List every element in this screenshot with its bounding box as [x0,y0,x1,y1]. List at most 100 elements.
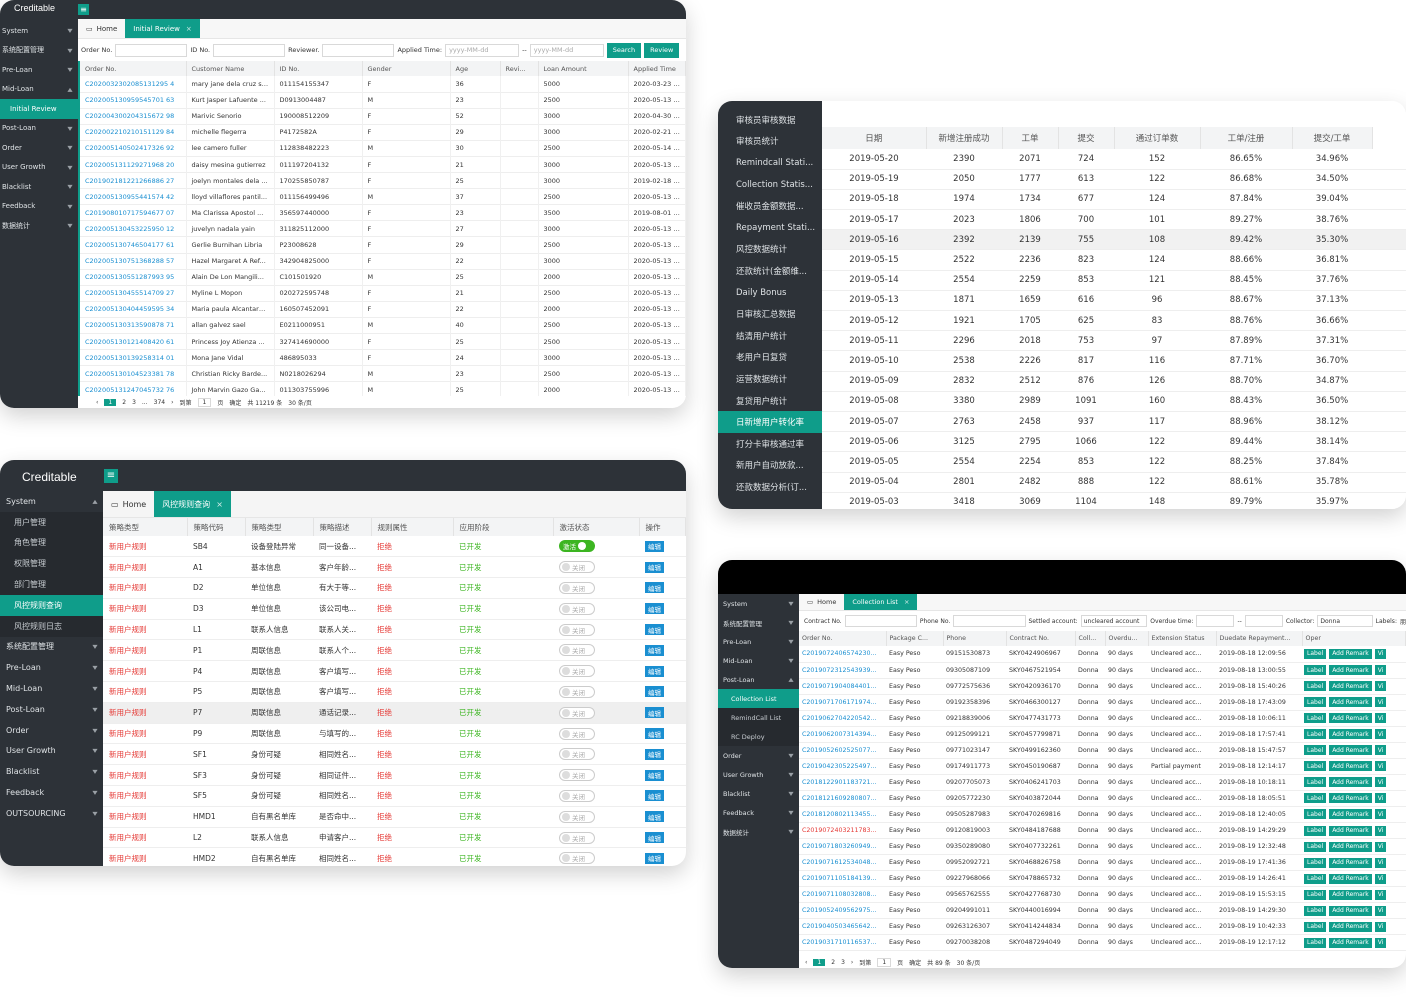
table-row[interactable]: C2019062704220542... Easy Peso 09218839006… [799,710,1406,727]
table-row[interactable]: 新用户规则 HMD1 自有黑名单库 是否命中... 拒绝 已开发 关闭 编辑 [103,806,686,828]
order-link[interactable]: C2019052602525077... [802,746,877,754]
column-header[interactable]: Customer Name [186,61,275,76]
order-link[interactable]: C202005130139258314 01 [80,349,187,366]
id-no-input[interactable] [213,43,286,57]
label-button[interactable]: Label [1304,825,1327,836]
sidebar-item-collection-list[interactable]: Collection List [718,689,799,708]
column-header[interactable]: Phone [943,631,1007,646]
table-row[interactable]: 新用户规则 A1 基本信息 客户年龄... 拒绝 已开发 关闭 编辑 [103,557,686,578]
label-button[interactable]: Label [1304,729,1327,740]
table-row[interactable]: C2019062007314394... Easy Peso 09125099121… [799,726,1406,743]
order-link[interactable]: C2019072403211783... [802,827,877,835]
edit-button[interactable]: 编辑 [645,624,664,636]
table-row[interactable]: C202005130121408420 61 Princess Joy Atien… [80,333,686,350]
column-header[interactable]: Order No. [799,631,887,646]
order-link[interactable]: C201902181221266886 27 [80,172,187,189]
stats-menu-item[interactable]: 审核员审核数据 [736,115,796,126]
next-page-icon[interactable]: › [850,958,854,966]
sidebar-item-order[interactable]: Order ▾ [6,725,98,735]
reviewer-input[interactable] [322,43,395,57]
column-header[interactable]: Package C... [886,631,944,646]
label-button[interactable]: Label [1304,937,1327,948]
order-link[interactable]: C2018122901183721... [802,778,877,786]
column-header[interactable]: Coll... [1075,631,1106,646]
label-button[interactable]: Label [1304,921,1327,932]
label-button[interactable]: Label [1304,841,1327,852]
table-row[interactable]: C202002210210151129 84 michelle flegerra P… [80,124,686,141]
tab-collection-list[interactable]: Collection List × [844,594,918,610]
table-row[interactable]: C202005140502417326 92 lee camero fuller 1… [80,140,686,157]
stats-menu-item[interactable]: 还款统计(金额维... [736,266,807,277]
column-header[interactable]: 工单/注册 [1200,127,1293,149]
add-remark-button[interactable]: Add Remark [1329,841,1372,852]
confirm-button[interactable]: 确定 [229,399,242,407]
activation-toggle[interactable]: 关闭 [559,748,595,761]
sidebar-item-mid-loan[interactable]: Mid-Loan ▾ [723,656,794,665]
stats-menu-item[interactable]: 风控数据统计 [736,245,788,256]
stats-menu-item[interactable]: 审核员统计 [736,137,779,148]
label-button[interactable]: Label [1304,777,1327,788]
label-button[interactable]: Label [1304,665,1327,676]
label-button[interactable]: Label [1304,681,1327,692]
activation-toggle[interactable]: 关闭 [559,665,595,678]
add-remark-button[interactable]: Add Remark [1329,857,1372,868]
edit-button[interactable]: 编辑 [645,811,664,823]
stats-menu-item[interactable]: 打分卡审核通过率 [736,439,805,450]
sidebar-item-pre-loan[interactable]: Pre-Loan ▾ [2,65,73,75]
order-link[interactable]: C202005130121408420 61 [80,333,187,350]
table-row[interactable]: C2019071706171974... Easy Peso 09192358396… [799,694,1406,711]
table-row[interactable]: 新用户规则 SF1 身份可疑 相同姓名... 拒绝 已开发 关闭 编辑 [103,744,686,765]
view-button[interactable]: Vi [1374,905,1387,916]
close-icon[interactable]: × [216,499,223,509]
order-link[interactable]: C2019071706171974... [802,698,877,706]
table-row[interactable]: C2019072406574230... Easy Peso 09151530873… [799,646,1406,663]
table-row[interactable]: C2020032302085131295 4 mary jane dela cru… [80,76,686,93]
sidebar-item-1[interactable]: 系统配置管理 ▾ [723,618,794,628]
order-link[interactable]: C2018121609280807... [802,794,877,802]
order-link[interactable]: C2019071108032808... [802,891,877,899]
add-remark-button[interactable]: Add Remark [1329,697,1372,708]
sidebar-item-4[interactable]: 部门管理 [0,574,103,595]
view-button[interactable]: Vi [1374,841,1387,852]
column-header[interactable]: Duedate Repayment... [1216,631,1303,646]
view-button[interactable]: Vi [1374,793,1387,804]
edit-button[interactable]: 编辑 [645,561,664,573]
hamburger-menu-icon[interactable]: ≡ [78,4,89,15]
view-button[interactable]: Vi [1374,665,1387,676]
sidebar-item-post-loan[interactable]: Post-Loan ▾ [6,704,98,714]
order-link[interactable]: C2019031710116537... [802,939,877,947]
edit-button[interactable]: 编辑 [645,707,664,719]
table-row[interactable]: C202004300204315672 98 Marivic Senorio 190… [80,108,686,125]
table-row[interactable]: 新用户规则 HMD2 自有黑名单库 相同姓名... 拒绝 已开发 关闭 编辑 [103,848,686,866]
stats-menu-item[interactable]: 日新增用户转化率 [718,411,822,433]
sidebar-item-6[interactable]: 风控规则日志 [0,615,103,637]
next-page-icon[interactable]: › [171,398,174,406]
edit-button[interactable]: 编辑 [645,728,664,740]
add-remark-button[interactable]: Add Remark [1329,809,1372,820]
order-link[interactable]: C202004300204315672 98 [80,108,187,125]
stats-menu-item[interactable]: 还款数据分析(订... [736,482,807,493]
order-link[interactable]: C201908010717594677 07 [80,204,187,221]
table-row[interactable]: C2018120802113455... Easy Peso 09505287983… [799,806,1406,823]
page-number[interactable]: 3 [132,398,136,406]
table-row[interactable]: C2019071105184139... Easy Peso 09227968066… [799,871,1406,887]
sidebar-item-user-growth[interactable]: User Growth ▾ [6,746,98,756]
add-remark-button[interactable]: Add Remark [1329,713,1372,724]
table-row[interactable]: C2019071612534048... Easy Peso 09952092721… [799,855,1406,871]
table-row[interactable]: 新用户规则 SF5 身份可疑 相同姓名... 拒绝 已开发 关闭 编辑 [103,786,686,807]
table-row[interactable]: C201908010717594677 07 Ma Clarissa Aposto… [80,204,686,221]
table-row[interactable]: C202005131129271968 20 daisy mesina gutie… [80,156,686,173]
order-link[interactable]: C2019071105184139... [802,875,877,883]
activation-toggle[interactable]: 关闭 [559,810,595,823]
page-number[interactable]: 1 [813,958,826,966]
column-header[interactable]: 策略代码 [187,518,246,536]
sidebar-item-blacklist[interactable]: Blacklist ▾ [6,767,98,777]
order-link[interactable]: C2018120802113455... [802,810,877,818]
column-header[interactable]: Order No. [80,61,187,76]
table-row[interactable]: C202005130455514709 27 Myline L Mopon 0202… [80,285,686,302]
sidebar-item-remindcall-list[interactable]: RemindCall List [718,708,799,727]
tab-risk-rules[interactable]: 风控规则查询 × [154,491,231,517]
column-header[interactable]: 激活状态 [553,518,640,536]
collector-select[interactable]: Donna [1317,615,1373,627]
overdue-start-input[interactable] [1196,615,1235,627]
